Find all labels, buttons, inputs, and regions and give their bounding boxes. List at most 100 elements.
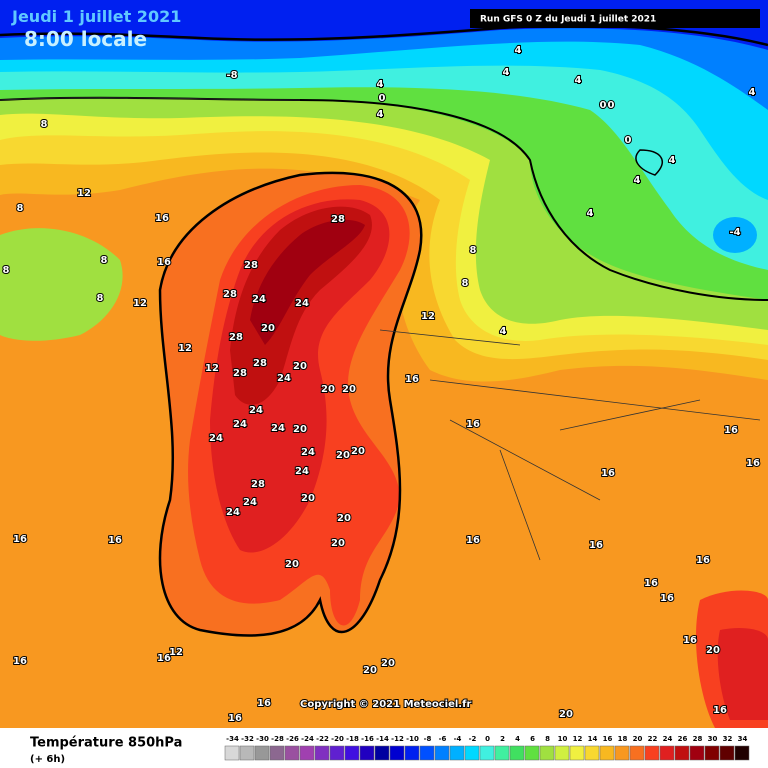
temperature-label: 0 <box>625 135 632 146</box>
scale-tick-label: -32 <box>241 735 254 743</box>
scale-tick-label: 2 <box>500 735 505 743</box>
scale-tick-label: -26 <box>286 735 299 743</box>
temperature-label: 20 <box>293 424 307 435</box>
scale-tick-label: 14 <box>588 735 598 743</box>
temperature-label: 16 <box>228 713 242 724</box>
temperature-label: 24 <box>252 294 266 305</box>
temperature-label: 20 <box>293 361 307 372</box>
temperature-label: 8 <box>3 265 10 276</box>
copyright: Copyright © 2021 Meteociel.fr <box>300 699 471 710</box>
temperature-label: 20 <box>301 493 315 504</box>
temperature-label: 12 <box>133 298 147 309</box>
scale-cell <box>254 745 270 761</box>
temperature-label: 20 <box>285 559 299 570</box>
temperature-label: 0 <box>600 100 607 111</box>
temperature-label: 16 <box>713 705 727 716</box>
temperature-label: 28 <box>233 368 247 379</box>
temperature-label: 16 <box>589 540 603 551</box>
scale-tick-label: 32 <box>723 735 733 743</box>
scale-cell <box>419 745 435 761</box>
scale-cell <box>524 745 540 761</box>
temperature-label: 12 <box>77 188 91 199</box>
scale-cell <box>659 745 675 761</box>
temperature-label: 16 <box>696 555 710 566</box>
scale-tick-label: 0 <box>485 735 490 743</box>
temperature-label: 28 <box>244 260 258 271</box>
field-24-atlantic <box>717 628 768 720</box>
temperature-label: 16 <box>157 653 171 664</box>
temperature-label: 8 <box>462 278 469 289</box>
temperature-label: 4 <box>515 45 522 56</box>
scale-tick-label: 4 <box>515 735 520 743</box>
scale-cell <box>314 745 330 761</box>
temperature-label: 20 <box>321 384 335 395</box>
field-m4 <box>713 217 757 253</box>
temperature-label: 16 <box>405 374 419 385</box>
scale-tick-label: 10 <box>558 735 568 743</box>
lead-time: (+ 6h) <box>30 754 65 765</box>
temperature-label: 0 <box>608 100 615 111</box>
temperature-label: 16 <box>157 257 171 268</box>
temperature-label: 24 <box>243 497 257 508</box>
temperature-label: 16 <box>13 534 27 545</box>
scale-cell <box>344 745 360 761</box>
isotherm-20 <box>158 171 423 637</box>
scale-tick-label: 24 <box>663 735 673 743</box>
temperature-label: 24 <box>295 298 309 309</box>
temperature-label: 4 <box>377 79 384 90</box>
temperature-label: 16 <box>155 213 169 224</box>
temperature-label: 12 <box>421 311 435 322</box>
temperature-label: 28 <box>229 332 243 343</box>
temperature-label: 20 <box>336 450 350 461</box>
scale-cell <box>494 745 510 761</box>
scale-cell <box>374 745 390 761</box>
temperature-label: 16 <box>660 593 674 604</box>
variable: Température 850hPa <box>30 736 182 751</box>
scale-cell <box>614 745 630 761</box>
scale-cell <box>674 745 690 761</box>
temperature-label: 8 <box>17 203 24 214</box>
scale-tick-label: 28 <box>693 735 703 743</box>
scale-tick-label: -22 <box>316 735 329 743</box>
scale-tick-label: -30 <box>256 735 269 743</box>
temperature-label: 28 <box>251 479 265 490</box>
scale-cell <box>449 745 465 761</box>
scale-cell <box>464 745 480 761</box>
temperature-label: 20 <box>261 323 275 334</box>
scale-cell <box>569 745 585 761</box>
scale-cell <box>509 745 525 761</box>
scale-tick-label: 26 <box>678 735 688 743</box>
scale-cell <box>554 745 570 761</box>
coastline <box>635 149 663 176</box>
color-scale: -34 -32 -30 -28 -26 -24 -22 -20 -18 -16 -14 -12 -10-… <box>224 735 750 761</box>
scale-cell <box>284 745 300 761</box>
temperature-label: 20 <box>363 665 377 676</box>
isotherm-m8 <box>0 24 768 47</box>
field-26 <box>230 206 372 405</box>
scale-cell <box>329 745 345 761</box>
time: 8:00 locale <box>24 27 147 51</box>
temperature-label: 12 <box>178 343 192 354</box>
scale-cell <box>704 745 720 761</box>
temperature-label: 20 <box>351 446 365 457</box>
temperature-label: 16 <box>466 419 480 430</box>
temperature-label: 28 <box>331 214 345 225</box>
scale-cell <box>599 745 615 761</box>
temperature-label: 20 <box>337 513 351 524</box>
scale-tick-label: 16 <box>603 735 613 743</box>
temperature-label: 4 <box>575 75 582 86</box>
temperature-label: -4 <box>729 227 740 238</box>
run-box <box>470 9 760 28</box>
temperature-label: 24 <box>277 373 291 384</box>
temperature-label: 4 <box>749 87 756 98</box>
scale-tick-label: -6 <box>439 735 447 743</box>
scale-cell <box>389 745 405 761</box>
temperature-label: 16 <box>13 656 27 667</box>
temperature-label: 24 <box>249 405 263 416</box>
scale-tick-label: -18 <box>346 735 359 743</box>
scale-cell <box>734 745 750 761</box>
temperature-label: 20 <box>559 709 573 720</box>
temperature-label: 16 <box>601 468 615 479</box>
